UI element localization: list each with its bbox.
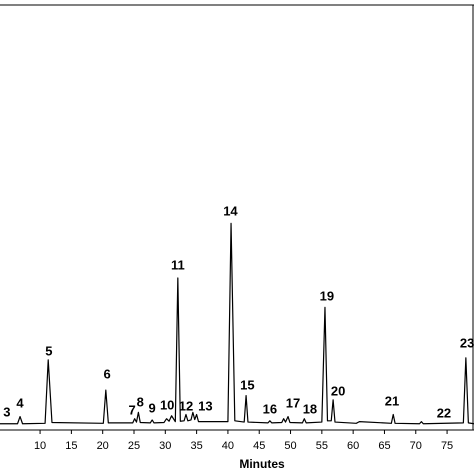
peak-label: 16: [263, 401, 277, 416]
peak-label: 21: [385, 393, 399, 408]
peak-label: 6: [103, 366, 110, 381]
x-tick-label: 70: [410, 440, 422, 452]
peak-label: 13: [198, 398, 212, 413]
x-tick-label: 45: [253, 440, 265, 452]
x-tick-label: 15: [65, 440, 77, 452]
x-tick-label: 65: [378, 440, 390, 452]
peak-label: 20: [331, 383, 345, 398]
x-tick-label: 55: [316, 440, 328, 452]
x-tick-label: 75: [441, 440, 453, 452]
x-tick-label: 25: [128, 440, 140, 452]
peak-label: 22: [437, 406, 451, 421]
peak-label: 4: [16, 395, 24, 410]
x-tick-label: 60: [347, 440, 359, 452]
x-tick-label: 40: [222, 440, 234, 452]
x-tick-label: 20: [97, 440, 109, 452]
x-tick-label: 50: [284, 440, 296, 452]
peak-label: 23: [460, 335, 474, 350]
peak-label: 17: [286, 395, 300, 410]
peak-label: 7: [129, 403, 136, 418]
peak-label: 5: [45, 343, 52, 358]
peak-label: 11: [171, 257, 185, 272]
peak-label: 10: [160, 398, 174, 413]
peak-label: 15: [240, 377, 254, 392]
peak-label: 14: [223, 203, 238, 218]
x-axis-label: Minutes: [239, 457, 285, 471]
peak-label: 19: [320, 288, 334, 303]
x-tick-label: 30: [159, 440, 171, 452]
peak-label: 18: [303, 401, 317, 416]
peak-label: 3: [3, 404, 10, 419]
x-tick-label: 35: [190, 440, 202, 452]
x-tick-label: 10: [34, 440, 46, 452]
peak-label: 8: [137, 395, 144, 410]
peak-label: 12: [179, 398, 193, 413]
trace: [0, 222, 474, 425]
peak-label: 9: [149, 400, 156, 415]
